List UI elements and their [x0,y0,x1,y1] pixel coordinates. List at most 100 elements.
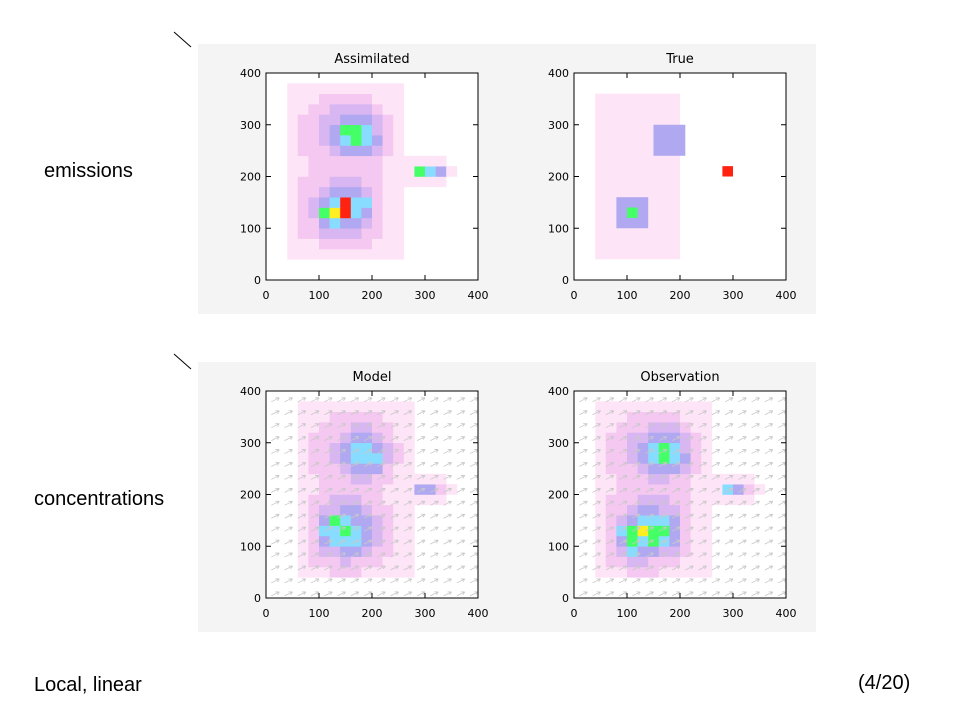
wind-arrow [764,462,774,467]
wind-arrow [618,487,628,493]
heat-cell [393,135,405,146]
wind-arrow [658,578,668,584]
wind-arrow [605,436,615,441]
heat-cell [403,166,415,177]
wind-arrow [685,578,694,584]
heat-cell [319,494,330,506]
heat-cell [382,525,394,537]
wind-arrow [605,591,615,597]
wind-arrow [592,436,601,441]
heat-cell [319,124,330,136]
heat-cell [605,556,617,568]
wind-arrow [390,513,399,519]
heat-cell [287,124,299,136]
panel-observation: 0 100 200 300 400 0 100 200 300 400 Observation [506,362,816,632]
heat-cell [350,186,362,198]
heat-cell [319,135,330,146]
heat-cell [382,546,394,557]
heat-cell [595,535,607,547]
heat-cell [414,176,426,188]
wind-arrow [579,526,588,532]
heat-cell [658,566,670,578]
wind-arrow [645,487,654,493]
wind-arrow [403,449,413,454]
wind-arrow [430,526,439,532]
wind-arrow [658,526,668,532]
wind-arrow [403,578,413,584]
wind-arrow [698,500,707,506]
wind-arrow [645,539,654,545]
wind-arrow [724,552,734,558]
heat-cell [680,463,691,475]
wind-arrow [618,436,628,441]
heat-cell [329,186,341,198]
heat-cell [722,494,734,506]
heat-cell [372,411,383,423]
wind-arrow [297,449,307,454]
wind-arrow [671,462,681,467]
heat-cell [340,217,352,229]
wind-arrow [350,410,360,416]
wind-arrow [456,513,466,519]
heat-cell [403,411,415,423]
heat-cell [690,453,702,464]
y-tick-label: 0 [254,274,261,287]
y-tick-label: 0 [562,592,569,605]
heat-cell [308,422,320,433]
heat-cell [329,484,341,495]
heat-cell [403,566,415,578]
wind-arrow [738,539,747,545]
wind-arrow [310,591,320,597]
wind-arrow [618,565,628,571]
wind-arrow [738,552,747,558]
wind-arrow [592,449,601,454]
wind-arrow [738,578,747,584]
wind-arrow [618,526,628,532]
wind-arrow [764,500,774,506]
wind-arrow [724,449,734,454]
wind-arrow [297,552,307,558]
wind-arrow [658,487,668,493]
wind-arrow [337,513,346,519]
heat-cell [669,566,681,578]
wind-arrow [645,591,654,597]
heat-cell [382,93,394,105]
heat-cell [701,515,713,526]
wind-arrow [403,513,413,519]
wind-arrow [390,578,399,584]
wind-arrow [711,565,721,571]
heat-cell [627,411,638,423]
y-tick-label: 200 [240,489,261,502]
x-tick-label: 100 [309,289,330,302]
wind-arrow [430,410,439,416]
x-tick-label: 0 [263,289,270,302]
wind-arrow [310,539,320,545]
heat-cell [319,228,330,239]
wind-arrow [430,462,439,467]
heat-cell [329,207,341,219]
wind-arrow [284,475,293,480]
heat-cell [340,422,352,433]
wind-arrow [605,539,615,545]
heat-cell [637,525,649,537]
heat-cell [648,411,660,423]
heat-cell [361,411,373,423]
heat-cell [403,556,415,568]
wind-arrow [390,500,399,506]
wind-arrow [443,410,452,416]
wind-arrow [363,449,373,454]
wind-arrow [698,513,707,519]
wind-arrow [324,462,333,467]
wind-arrow [416,539,426,545]
wind-arrow [324,410,333,416]
wind-arrow [671,539,681,545]
footer-method-label: Local, linear [34,674,142,696]
heat-cell [361,494,373,506]
wind-arrow [350,526,360,532]
heat-cell [340,432,352,444]
heat-cell [627,556,638,568]
y-tick-label: 200 [548,171,569,184]
heat-cell [690,515,702,526]
heat-cell [605,566,617,578]
wind-arrow [416,578,426,584]
